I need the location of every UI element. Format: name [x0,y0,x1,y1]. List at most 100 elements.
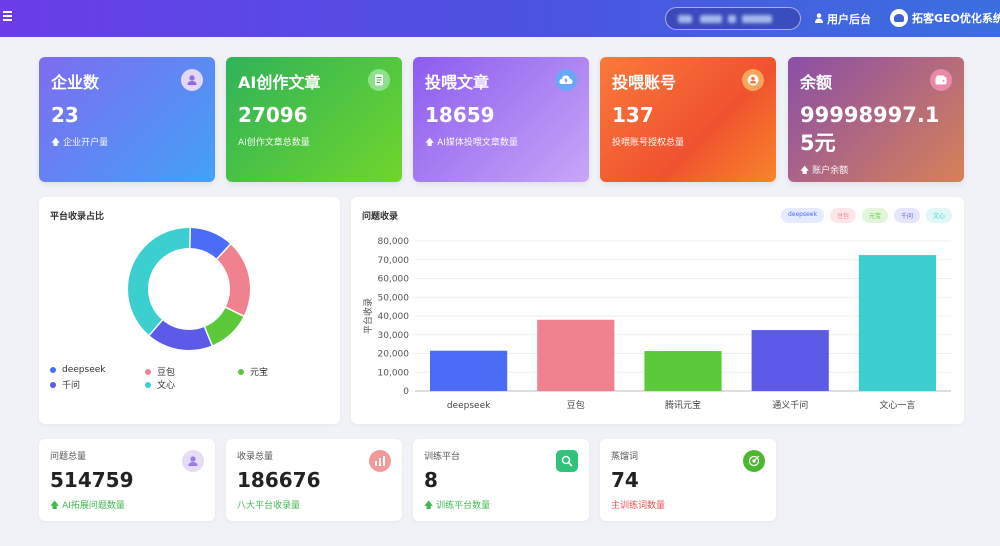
stat-sub: 🡅 账户余额 [800,166,849,176]
chip-doubao[interactable]: 豆包 [829,208,856,223]
document-icon [368,69,390,91]
hamburger-menu-icon[interactable] [3,11,13,25]
x-tick-label: 文心一言 [879,399,915,411]
user-backend-label: 用户后台 [827,13,871,26]
legend-item-yuanbao[interactable]: 元宝 [238,365,268,378]
stat-card-fed-accounts: 投喂账号 137 投喂账号授权总量 [600,57,776,182]
legend-item-doubao[interactable]: 豆包 [145,365,175,378]
series-filter-chips: deepseek 豆包 元宝 千问 文心 [780,208,952,223]
x-tick-label: deepseek [447,401,491,411]
mini-title: 问题总量 [50,452,87,462]
donut-separator [148,318,164,337]
user-info-pill[interactable] [665,7,801,30]
bar-chart-icon [369,450,391,472]
donut-separator [215,243,232,261]
chip-deepseek[interactable]: deepseek [780,208,824,223]
donut-chart [128,226,250,350]
y-tick-label: 40,000 [378,312,410,322]
wallet-icon [930,69,952,91]
mini-value: 74 [611,468,639,492]
question-index-panel: 问题收录 deepseek 豆包 元宝 千问 文心 0 10,000 20,000 3… [351,197,964,424]
y-tick-label: 70,000 [378,256,410,266]
stat-value: 23 [51,103,79,127]
stat-sub: 🡅 企业开户量 [51,138,109,148]
chip-yuanbao[interactable]: 元宝 [861,208,888,223]
arrow-up-icon: 🡅 [800,166,813,176]
y-tick-label: 0 [403,387,409,397]
arrow-up-icon: 🡅 [424,501,437,511]
user-icon [181,69,203,91]
mini-sub: 主训练词数量 [611,501,666,511]
mini-value: 8 [424,468,438,492]
stat-title: 投喂账号 [612,73,677,92]
donut-separator [203,325,214,347]
bar-文心一言[interactable] [858,255,936,391]
chip-wenxin[interactable]: 文心 [925,208,952,223]
stat-title: 企业数 [51,73,100,92]
mini-title: 训练平台 [424,452,461,462]
y-tick-label: 10,000 [378,368,410,378]
arrow-up-icon: 🡅 [51,138,64,148]
y-axis-label: 平台收录 [362,298,374,334]
stat-card-ai-articles: AI创作文章 27096 AI创作文章总数量 [226,57,402,182]
mini-sub: 🡅 训练平台数量 [424,501,491,511]
mini-card-training-platforms: 训练平台 8 🡅 训练平台数量 [413,439,589,521]
stat-value: 18659 [425,103,495,127]
mini-title: 蒸馏词 [611,452,639,462]
y-tick-label: 30,000 [378,331,410,341]
x-tick-label: 豆包 [567,399,585,411]
bar-豆包[interactable] [537,319,615,391]
cloud-upload-icon [555,69,577,91]
stat-card-fed-articles: 投喂文章 18659 🡅 AI媒体投喂文章数量 [413,57,589,182]
donut-slice-豆包[interactable] [128,228,250,350]
stat-card-enterprise: 企业数 23 🡅 企业开户量 [39,57,215,182]
brand-logo [890,9,908,27]
account-icon [742,69,764,91]
top-navbar: 用户后台 拓客GEO优化系统 [0,0,1000,37]
mini-card-distilled-words: 蒸馏词 74 主训练词数量 [600,439,776,521]
mini-sub: 八大平台收录量 [237,501,301,511]
y-tick-label: 20,000 [378,350,410,360]
mini-title: 收录总量 [237,452,274,462]
stat-value: 99998997.15元 [800,103,940,155]
panel-title: 问题收录 [362,212,399,222]
stat-card-balance: 余额 99998997.15元 🡅 账户余额 [788,57,964,182]
stat-value: 27096 [238,103,308,127]
donut-slice-千问[interactable] [128,228,250,350]
system-name: 拓客GEO优化系统 [912,12,1000,25]
legend-item-qianwen[interactable]: 千问 [50,378,80,391]
chip-qianwen[interactable]: 千问 [893,208,920,223]
mini-card-question-total: 问题总量 514759 🡅 AI拓展问题数量 [39,439,215,521]
bar-chart: 0 10,000 20,000 30,000 40,000 50,000 60,000 70,… [362,237,951,411]
legend-item-wenxin[interactable]: 文心 [145,378,175,391]
panel-title: 平台收录占比 [50,212,105,222]
bar-通义千问[interactable] [751,330,829,391]
stat-title: 余额 [800,73,833,92]
donut-separator [224,306,245,318]
mini-card-index-total: 收录总量 186676 八大平台收录量 [226,439,402,521]
user-backend-link[interactable]: 用户后台 [815,11,871,27]
stat-sub: 投喂账号授权总量 [612,138,685,148]
mini-value: 514759 [50,468,134,492]
bar-腾讯元宝[interactable] [644,351,722,391]
donut-slice-文心[interactable] [128,228,250,350]
question-icon [182,450,204,472]
platform-share-panel: 平台收录占比 deepseek 豆包 元宝 千问 文心 [39,197,340,424]
system-brand: 拓客GEO优化系统 [890,9,1000,27]
target-icon [743,450,765,472]
y-tick-label: 60,000 [378,275,410,285]
x-tick-label: 通义千问 [772,399,808,411]
stat-title: AI创作文章 [238,73,321,92]
mini-sub: 🡅 AI拓展问题数量 [50,501,125,511]
arrow-up-icon: 🡅 [425,138,438,148]
y-tick-label: 50,000 [378,293,410,303]
legend-item-deepseek[interactable]: deepseek [50,365,105,375]
stat-title: 投喂文章 [425,73,490,92]
stat-sub: 🡅 AI媒体投喂文章数量 [425,138,518,148]
y-tick-label: 80,000 [378,237,410,247]
stat-sub: AI创作文章总数量 [238,138,310,148]
search-icon [556,450,578,472]
user-icon [815,12,823,26]
bar-deepseek[interactable] [430,350,508,391]
stat-value: 137 [612,103,654,127]
